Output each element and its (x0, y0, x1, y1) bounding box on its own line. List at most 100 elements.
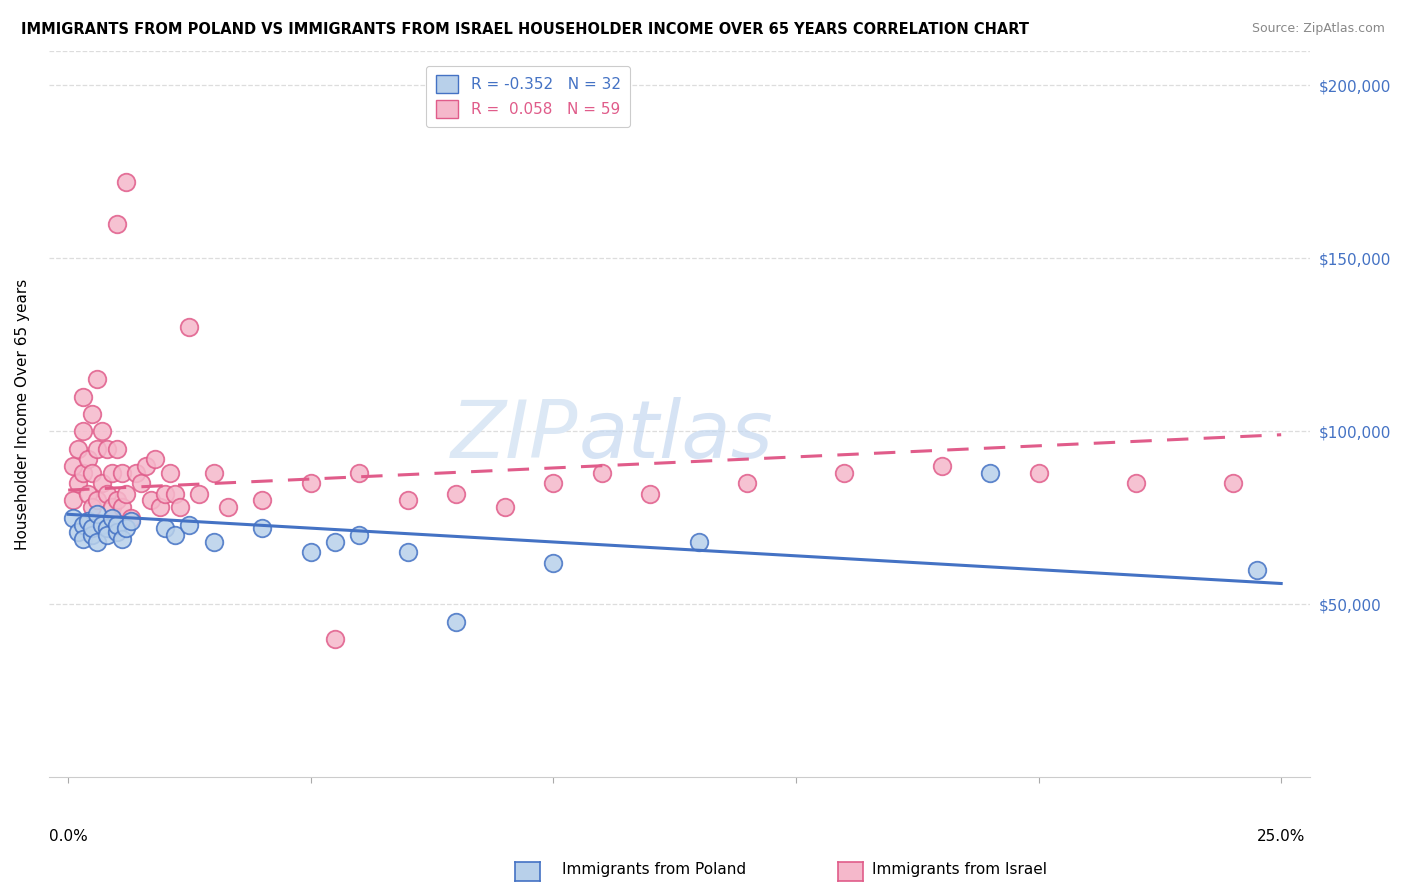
Point (834, 466, 856, 480)
Point (110, 466, 132, 480)
Point (349, 466, 371, 480)
Point (494, 500, 516, 515)
Point (66, 524, 89, 539)
Point (188, 486, 211, 500)
Point (396, 545, 419, 559)
Point (252, 521, 274, 535)
Text: Immigrants from Poland: Immigrants from Poland (562, 863, 747, 877)
Point (163, 486, 186, 500)
Point (105, 442, 128, 456)
Point (446, 486, 468, 500)
Point (82, 521, 104, 535)
Point (446, 615, 468, 629)
Point (323, 632, 346, 646)
Point (179, 320, 201, 334)
Point (543, 476, 565, 491)
Text: 25.0%: 25.0% (1257, 830, 1305, 844)
Point (115, 175, 138, 189)
Point (1246, 563, 1268, 577)
Point (737, 476, 759, 491)
Point (72, 390, 94, 404)
Point (110, 532, 132, 546)
Point (931, 458, 953, 473)
Point (86, 442, 108, 456)
Point (543, 556, 565, 570)
Point (105, 217, 128, 231)
Point (96, 486, 118, 500)
Text: Immigrants from Israel: Immigrants from Israel (872, 863, 1046, 877)
Point (1125, 476, 1147, 491)
Text: Source: ZipAtlas.com: Source: ZipAtlas.com (1251, 22, 1385, 36)
Point (252, 493, 274, 508)
Point (349, 528, 371, 542)
Point (82, 466, 104, 480)
Point (135, 458, 157, 473)
Point (323, 535, 346, 549)
Point (82, 528, 104, 542)
Point (76, 486, 98, 500)
Point (179, 517, 201, 532)
Point (62, 493, 84, 508)
Point (96, 442, 118, 456)
Point (139, 493, 162, 508)
Point (120, 510, 142, 524)
Point (149, 500, 172, 515)
Point (96, 528, 118, 542)
Point (86, 493, 108, 508)
Point (72, 532, 94, 546)
Point (299, 476, 322, 491)
Legend: R = -0.352   N = 32, R =  0.058   N = 59: R = -0.352 N = 32, R = 0.058 N = 59 (426, 66, 630, 128)
Point (202, 535, 225, 549)
Text: ZIP: ZIP (451, 397, 579, 475)
Point (591, 466, 613, 480)
Point (217, 500, 239, 515)
Point (1028, 466, 1050, 480)
Point (101, 500, 124, 515)
Point (153, 486, 176, 500)
Point (101, 510, 124, 524)
Point (76, 452, 98, 467)
Point (145, 452, 167, 467)
Point (82, 500, 104, 515)
Point (105, 524, 128, 539)
Point (299, 545, 322, 559)
Point (159, 466, 181, 480)
Point (125, 466, 148, 480)
Point (979, 466, 1001, 480)
Point (62, 510, 84, 524)
Y-axis label: Householder Income Over 65 years: Householder Income Over 65 years (15, 278, 30, 549)
Point (86, 372, 108, 386)
Point (169, 500, 191, 515)
Point (62, 458, 84, 473)
Text: 0.0%: 0.0% (49, 830, 87, 844)
Point (1222, 476, 1244, 491)
Point (91, 476, 114, 491)
Point (153, 521, 176, 535)
Point (163, 528, 186, 542)
Point (105, 493, 128, 508)
Point (115, 521, 138, 535)
Point (72, 424, 94, 438)
Text: atlas: atlas (579, 397, 773, 475)
Point (688, 535, 710, 549)
Point (66, 476, 89, 491)
Point (86, 508, 108, 522)
Point (120, 514, 142, 528)
Point (110, 500, 132, 515)
Point (640, 486, 662, 500)
Point (101, 466, 124, 480)
Point (66, 442, 89, 456)
Point (105, 517, 128, 532)
Text: IMMIGRANTS FROM POLAND VS IMMIGRANTS FROM ISRAEL HOUSEHOLDER INCOME OVER 65 YEAR: IMMIGRANTS FROM POLAND VS IMMIGRANTS FRO… (21, 22, 1029, 37)
Point (82, 407, 104, 421)
Point (72, 517, 94, 532)
Point (86, 535, 108, 549)
Point (115, 486, 138, 500)
Point (202, 466, 225, 480)
Point (129, 476, 152, 491)
Point (91, 517, 114, 532)
Point (96, 521, 118, 535)
Point (91, 424, 114, 438)
Point (76, 514, 98, 528)
Point (72, 466, 94, 480)
